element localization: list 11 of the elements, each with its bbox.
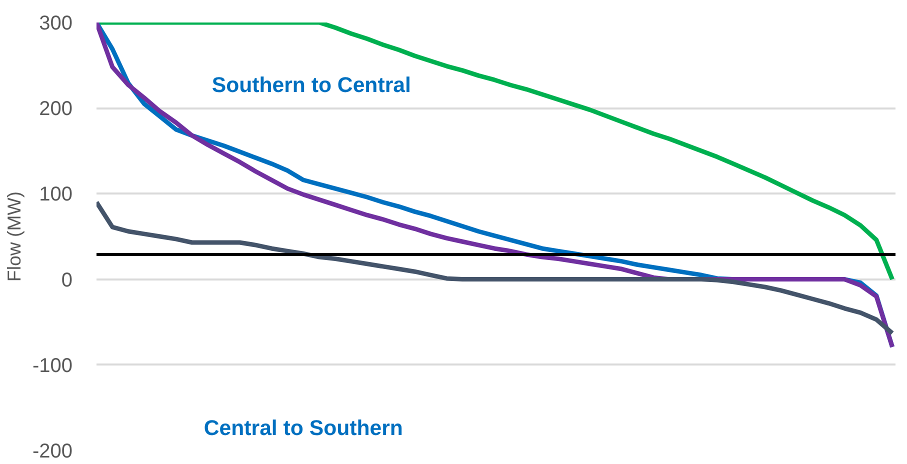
y-axis-title: Flow (MW) (3, 191, 24, 282)
y-tick-label: 100 (39, 184, 73, 206)
y-tick-label: 200 (39, 98, 73, 120)
annotation: Southern to Central (212, 72, 411, 97)
y-tick-label: -200 (32, 440, 72, 462)
annotation: Central to Southern (204, 416, 403, 440)
line-series (96, 200, 895, 336)
y-tick-label: 300 (39, 12, 73, 34)
line-series (96, 22, 895, 282)
y-tick-label: 0 (61, 269, 72, 292)
y-tick-label: -100 (32, 354, 72, 377)
